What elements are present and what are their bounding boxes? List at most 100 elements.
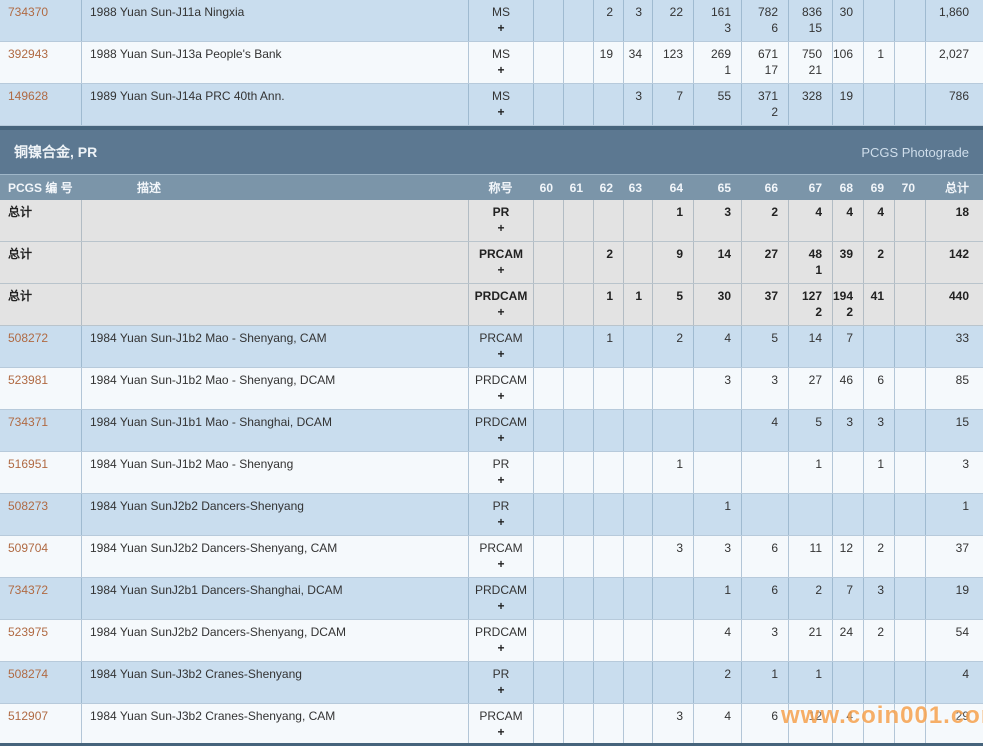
pcgs-number-link[interactable]: 508274 bbox=[8, 667, 49, 681]
grade-cell-65: 30 bbox=[693, 284, 741, 325]
designation-cell: PR + bbox=[468, 452, 533, 493]
description-cell: 1984 Yuan Sun-J3b2 Cranes-Shenyang, CAM bbox=[81, 704, 468, 745]
grade-cell-70 bbox=[894, 200, 925, 241]
description-cell: 1984 Yuan Sun-J1b2 Mao - Shenyang, DCAM bbox=[81, 368, 468, 409]
pcgs-number-link[interactable]: 734370 bbox=[8, 5, 49, 19]
grade-cell-64: 1 bbox=[652, 200, 693, 241]
designation-cell: PR + bbox=[468, 200, 533, 241]
grade-cell-63 bbox=[623, 326, 652, 367]
grade-cell-60 bbox=[533, 284, 563, 325]
grade-cell-62: 2 bbox=[593, 0, 623, 41]
total-row: 总计 PRCAM +2 9 14 27 48 1 39 2 142 bbox=[0, 242, 983, 284]
column-header-grade-68: 68 bbox=[839, 180, 853, 195]
grade-cell-69: 1 bbox=[863, 452, 894, 493]
grade-cell-66: 6 bbox=[741, 578, 788, 619]
grade-cell-63 bbox=[623, 620, 652, 661]
grade-cell-63 bbox=[623, 662, 652, 703]
coin-row: 508272 1984 Yuan Sun-J1b2 Mao - Shenyang,… bbox=[0, 326, 983, 368]
grade-cell-70 bbox=[894, 284, 925, 325]
pcgs-number-cell: 508273 bbox=[0, 494, 81, 535]
grade-cell-65 bbox=[693, 410, 741, 451]
pcgs-number-link[interactable]: 734371 bbox=[8, 415, 49, 429]
grade-cell-64: 123 bbox=[652, 42, 693, 83]
grade-cell-69: 41 bbox=[863, 284, 894, 325]
grade-cell-68 bbox=[832, 662, 863, 703]
grade-cell-64: 3 bbox=[652, 704, 693, 745]
grade-cell-68: 30 bbox=[832, 0, 863, 41]
grade-cell-68 bbox=[832, 494, 863, 535]
pcgs-number-cell: 509704 bbox=[0, 536, 81, 577]
pcgs-number-cell: 516951 bbox=[0, 452, 81, 493]
grade-cell-65: 3 bbox=[693, 200, 741, 241]
grade-cell-67: 12 bbox=[788, 704, 832, 745]
section-detail-rows: 508272 1984 Yuan Sun-J1b2 Mao - Shenyang,… bbox=[0, 326, 983, 746]
pcgs-number-cell: 508274 bbox=[0, 662, 81, 703]
grade-cell-65: 161 3 bbox=[693, 0, 741, 41]
designation-cell: PRDCAM + bbox=[468, 620, 533, 661]
grade-cell-67: 328 bbox=[788, 84, 832, 125]
grade-cell-63 bbox=[623, 200, 652, 241]
total-cell: 142 bbox=[925, 242, 983, 283]
coin-row: 392943 1988 Yuan Sun-J13a People's Bank MS… bbox=[0, 42, 983, 84]
total-cell: 37 bbox=[925, 536, 983, 577]
grade-cell-62 bbox=[593, 200, 623, 241]
description-cell: 1984 Yuan SunJ2b2 Dancers-Shenyang bbox=[81, 494, 468, 535]
pcgs-number-link[interactable]: 392943 bbox=[8, 47, 49, 61]
grade-cell-60 bbox=[533, 494, 563, 535]
grade-cell-68: 19 bbox=[832, 84, 863, 125]
totals-label: 总计 bbox=[8, 289, 33, 303]
grade-cell-68: 7 bbox=[832, 578, 863, 619]
column-header-grade-70: 70 bbox=[901, 180, 915, 195]
grade-cell-65: 269 1 bbox=[693, 42, 741, 83]
grade-cell-63: 34 bbox=[623, 42, 652, 83]
grade-cell-67: 48 1 bbox=[788, 242, 832, 283]
grade-cell-61 bbox=[563, 704, 593, 745]
pcgs-number-link[interactable]: 523981 bbox=[8, 373, 49, 387]
grade-cell-69 bbox=[863, 326, 894, 367]
pcgs-number-link[interactable]: 523975 bbox=[8, 625, 49, 639]
grade-cell-60 bbox=[533, 368, 563, 409]
pcgs-number-link[interactable]: 149628 bbox=[8, 89, 49, 103]
totals-label: 总计 bbox=[8, 247, 33, 261]
grade-cell-67: 836 15 bbox=[788, 0, 832, 41]
pcgs-number-link[interactable]: 734372 bbox=[8, 583, 49, 597]
grade-cell-67: 5 bbox=[788, 410, 832, 451]
grade-cell-70 bbox=[894, 242, 925, 283]
coin-row: 516951 1984 Yuan Sun-J1b2 Mao - Shenyang P… bbox=[0, 452, 983, 494]
designation-cell: MS + bbox=[468, 84, 533, 125]
grade-cell-60 bbox=[533, 536, 563, 577]
grade-cell-61 bbox=[563, 84, 593, 125]
grade-cell-70 bbox=[894, 368, 925, 409]
pcgs-number-link[interactable]: 508273 bbox=[8, 499, 49, 513]
total-cell: 54 bbox=[925, 620, 983, 661]
grade-cell-64: 9 bbox=[652, 242, 693, 283]
pcgs-number-link[interactable]: 516951 bbox=[8, 457, 49, 471]
grade-cell-60 bbox=[533, 662, 563, 703]
description-cell bbox=[81, 242, 468, 283]
total-cell: 786 bbox=[925, 84, 983, 125]
grade-cell-67: 4 bbox=[788, 200, 832, 241]
total-cell: 15 bbox=[925, 410, 983, 451]
grade-cell-70 bbox=[894, 704, 925, 745]
grade-cell-60 bbox=[533, 42, 563, 83]
grade-cell-66: 671 17 bbox=[741, 42, 788, 83]
grade-cell-66: 5 bbox=[741, 326, 788, 367]
grade-cell-66: 782 6 bbox=[741, 0, 788, 41]
designation-cell: PR + bbox=[468, 494, 533, 535]
grade-cell-67: 21 bbox=[788, 620, 832, 661]
designation-cell: PR + bbox=[468, 662, 533, 703]
pcgs-photograde-link[interactable]: PCGS Photograde bbox=[861, 144, 969, 160]
grade-cell-63 bbox=[623, 494, 652, 535]
grade-cell-68: 4 bbox=[832, 200, 863, 241]
pcgs-number-link[interactable]: 508272 bbox=[8, 331, 49, 345]
grade-cell-67: 1 bbox=[788, 662, 832, 703]
description-cell: 1984 Yuan SunJ2b1 Dancers-Shanghai, DCAM bbox=[81, 578, 468, 619]
grade-cell-61 bbox=[563, 242, 593, 283]
designation-cell: MS + bbox=[468, 42, 533, 83]
pcgs-number-link[interactable]: 512907 bbox=[8, 709, 49, 723]
pcgs-number-cell: 508272 bbox=[0, 326, 81, 367]
grade-cell-69: 6 bbox=[863, 368, 894, 409]
pcgs-number-link[interactable]: 509704 bbox=[8, 541, 49, 555]
total-cell: 4 bbox=[925, 662, 983, 703]
grade-cell-69 bbox=[863, 84, 894, 125]
